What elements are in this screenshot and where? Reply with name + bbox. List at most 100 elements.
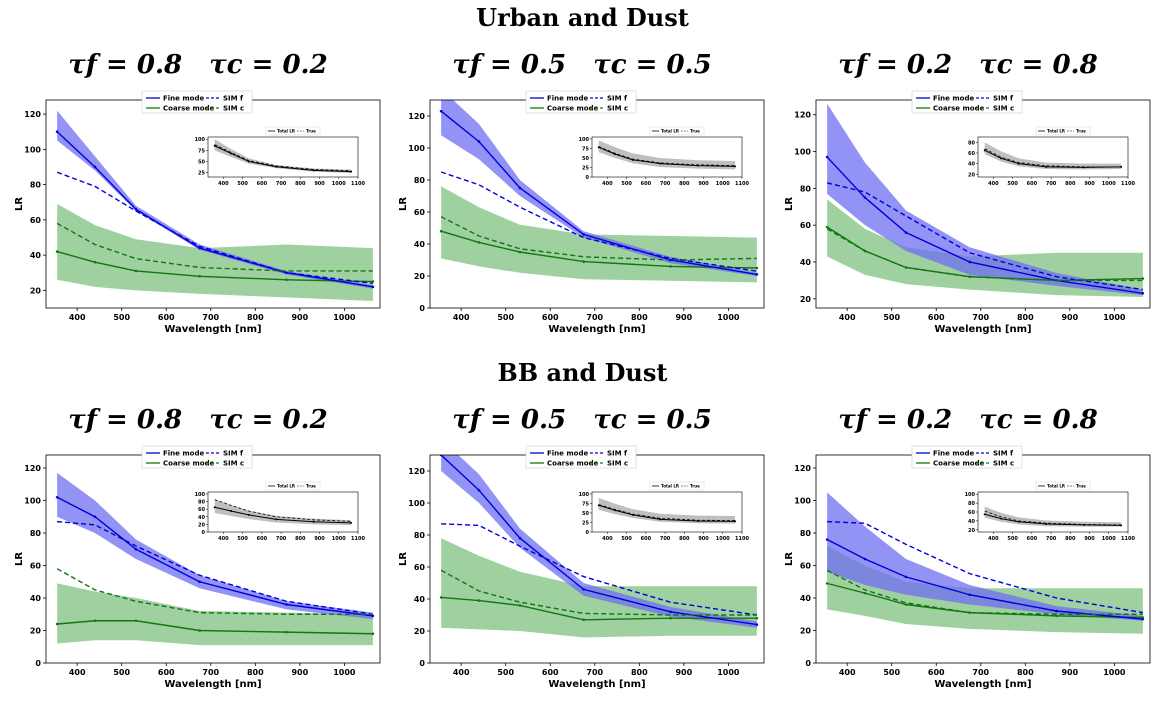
legend-label: Fine mode: [933, 95, 974, 103]
inset-total-point: [1017, 520, 1020, 523]
inset-x-tick-label: 400: [602, 181, 613, 187]
y-tick-label: 20: [30, 286, 42, 295]
x-tick-label: 700: [586, 668, 603, 677]
inset-y-tick-label: 25: [582, 165, 589, 171]
inset-x-tick-label: 1100: [735, 536, 749, 542]
x-tick-label: 600: [928, 313, 945, 322]
coarse-mode-point: [1055, 279, 1058, 282]
inset-y-tick-label: 20: [968, 172, 975, 178]
x-tick-label: 1000: [717, 668, 740, 677]
chart-panel-4: τf = 0.8 τc = 0.2 0 20 40 60 80 100 120 400 500 6…: [8, 405, 388, 705]
sim-f-line: [826, 182, 1143, 291]
inset-legend-box: [265, 481, 321, 491]
y-tick-label: 120: [408, 112, 425, 121]
inset-x-tick-label: 500: [237, 181, 248, 187]
x-tick-label: 400: [839, 668, 856, 677]
sim-c-line: [826, 569, 1143, 615]
inset-x-tick-label: 500: [237, 536, 248, 542]
inset-legend-label: True: [1076, 484, 1086, 489]
inset-x-tick-label: 400: [988, 536, 999, 542]
inset-legend-box: [1035, 481, 1091, 491]
inset-y-tick-label: 100: [195, 492, 206, 498]
inset-total-point: [247, 160, 250, 163]
coarse-mode-point: [968, 611, 971, 614]
coarse-mode-point: [134, 269, 138, 273]
inset-x-tick-label: 900: [1084, 181, 1095, 187]
inset-legend-box: [649, 481, 705, 491]
y-tick-label: 20: [414, 627, 426, 636]
inset-legend-label: True: [306, 129, 316, 134]
legend-label: SIM f: [223, 450, 244, 458]
panel-label: τf = 0.2 τc = 0.8: [838, 50, 1098, 80]
y-tick-label: 120: [794, 111, 811, 120]
inset-total-point: [631, 513, 634, 516]
legend: Fine mode Coarse mode SIM f SIM c: [525, 445, 637, 469]
inset-true-line: [214, 144, 352, 172]
x-axis-label: Wavelength [nm]: [164, 679, 261, 690]
coarse-mode-point: [439, 596, 443, 599]
fine-mode-point: [904, 231, 908, 234]
coarse-mode-point: [1141, 277, 1145, 280]
inset-true-line: [214, 499, 352, 522]
inset-chart: 20 40 60 80 100 400 500 600 700 800 900 1000 1100 Tot…: [950, 478, 1136, 544]
row-title-bb-dust: BB and Dust: [497, 358, 668, 387]
chart-panel-6: τf = 0.2 τc = 0.8 0 20 40 60 80 100 120 400 500 6…: [778, 405, 1158, 705]
inset-x-tick-label: 900: [698, 181, 709, 187]
inset-total-point: [734, 165, 737, 168]
y-tick-label: 120: [24, 110, 41, 119]
inset-legend-label: Total LR: [661, 484, 679, 489]
inset-x-tick-label: 500: [1007, 536, 1018, 542]
panel-label: τf = 0.8 τc = 0.2: [68, 405, 328, 435]
x-tick-label: 500: [113, 313, 130, 322]
coarse-mode-point: [439, 229, 443, 233]
coarse-mode-point: [863, 249, 867, 253]
inset-chart: 25 50 75 100 400 500 600 700 800 900 1000 1100 Total…: [180, 123, 366, 189]
inset-x-tick-label: 900: [314, 536, 325, 542]
x-tick-label: 700: [586, 313, 603, 322]
fine-uncertainty-band: [827, 492, 1143, 621]
x-tick-label: 500: [883, 313, 900, 322]
x-tick-label: 800: [631, 668, 648, 677]
inset-total-point: [734, 520, 737, 523]
inset-total-line: [984, 149, 1122, 168]
inset-y-tick-label: 0: [202, 530, 206, 536]
x-tick-label: 1000: [333, 313, 356, 322]
sim-f-line: [56, 171, 373, 285]
inset-total-line: [214, 145, 352, 173]
fine-uncertainty-band: [57, 472, 373, 620]
inset-y-tick-label: 100: [579, 137, 590, 143]
fine-mode-point: [285, 603, 288, 606]
y-tick-label: 20: [800, 627, 812, 636]
x-tick-label: 500: [497, 313, 514, 322]
legend-box: [911, 90, 1023, 114]
y-tick-label: 120: [408, 467, 425, 476]
coarse-mode-point: [198, 274, 201, 278]
legend-label: SIM c: [223, 460, 244, 468]
inset-total-point: [312, 520, 315, 523]
legend-box: [141, 90, 253, 114]
x-tick-label: 800: [247, 313, 264, 322]
inset-true-line: [984, 148, 1122, 168]
plot-area: [55, 472, 375, 646]
y-tick-label: 120: [24, 464, 41, 473]
fine-mode-point: [825, 538, 829, 541]
legend-label: SIM c: [993, 105, 1014, 113]
coarse-mode-line: [57, 620, 373, 635]
fine-mode-point: [518, 186, 522, 190]
inset-total-point: [1045, 165, 1048, 168]
fine-mode-point: [477, 140, 481, 143]
x-tick-label: 800: [1017, 668, 1034, 677]
coarse-mode-point: [669, 616, 672, 620]
x-tick-label: 1000: [1103, 668, 1126, 677]
coarse-mode-point: [371, 280, 375, 283]
inset-legend-box: [265, 126, 321, 136]
inset-x-tick-label: 1100: [735, 181, 749, 187]
x-tick-label: 900: [291, 313, 308, 322]
coarse-mode-line: [826, 582, 1143, 619]
x-tick-label: 900: [1061, 313, 1078, 322]
y-axis-label: LR: [784, 197, 795, 211]
fine-mode-point: [755, 273, 759, 276]
coarse-mode-point: [285, 278, 288, 282]
